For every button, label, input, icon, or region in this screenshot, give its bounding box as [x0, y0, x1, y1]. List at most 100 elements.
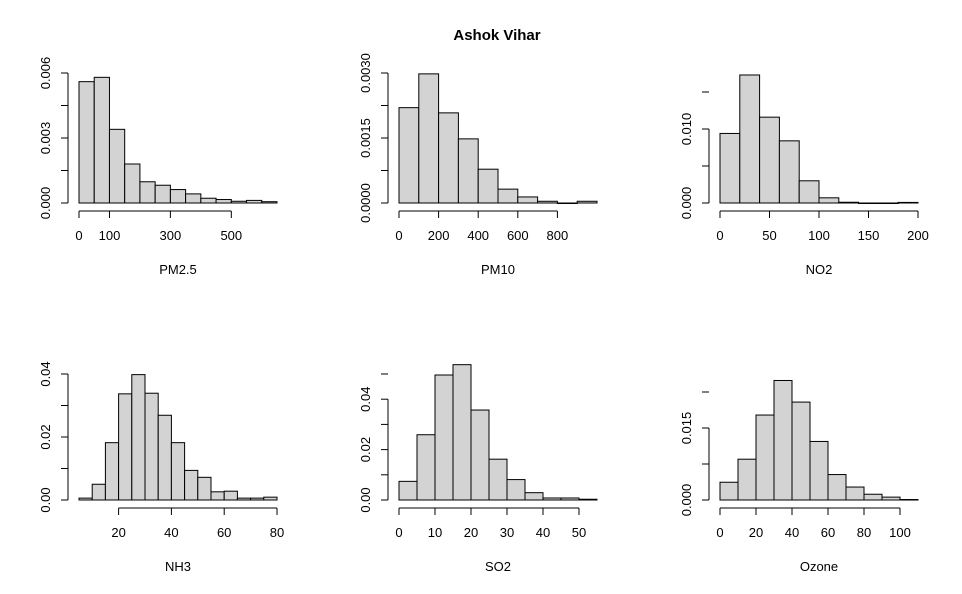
- x-tick-label: 50: [572, 525, 586, 540]
- histogram-bar: [250, 497, 265, 501]
- histogram-bar: [118, 393, 133, 501]
- histogram-bar: [261, 201, 278, 204]
- histogram-bar: [398, 107, 420, 204]
- histogram-bar: [877, 202, 899, 204]
- histogram-bar: [93, 76, 110, 204]
- histogram-bar: [845, 486, 865, 501]
- histogram-bar: [108, 128, 126, 204]
- histogram-bar: [104, 442, 120, 501]
- x-tick-label: 80: [270, 525, 284, 540]
- histogram-bar: [560, 497, 580, 501]
- histogram-bar: [719, 132, 741, 204]
- histogram-bar: [537, 200, 558, 204]
- y-tick-label: 0.010: [679, 113, 694, 146]
- histogram-bar: [477, 168, 499, 204]
- histogram-bar: [215, 199, 232, 204]
- histogram-bar: [223, 490, 238, 501]
- x-tick-label: 60: [217, 525, 231, 540]
- histogram-bar: [497, 188, 519, 204]
- histogram-panel-1: 0 200 400 600 800 0.0000 0.0015 0.0030 PM10: [358, 53, 598, 277]
- y-tick-label: 0.0015: [358, 118, 373, 158]
- x-tick-label: 60: [821, 525, 835, 540]
- histogram-bar: [184, 469, 199, 501]
- x-tick-label: 20: [749, 525, 763, 540]
- histogram-bar: [169, 189, 187, 204]
- histogram-bar: [144, 392, 159, 501]
- y-tick-label: 0.00: [358, 487, 373, 512]
- x-tick-label: 500: [220, 228, 242, 243]
- y-tick-label: 0.006: [38, 57, 53, 90]
- histogram-bar: [791, 401, 811, 501]
- histogram-bar: [488, 458, 508, 501]
- chart-main-title: Ashok Vihar: [453, 27, 541, 44]
- histogram-panel-0: 0 100 300 500 0.000 0.003 0.006 PM2.5: [38, 57, 278, 277]
- histogram-bar: [154, 184, 171, 204]
- histogram-bar: [457, 138, 479, 204]
- x-tick-label: 50: [762, 228, 776, 243]
- histogram-panel-4: 0 10 20 30 40 50 0.00 0.02 0.04 SO2: [358, 364, 598, 574]
- histogram-bar: [139, 181, 156, 204]
- histogram-bar: [157, 414, 172, 501]
- x-tick-label: 400: [467, 228, 489, 243]
- histogram-bar: [398, 480, 418, 501]
- x-axis-label: Ozone: [800, 559, 838, 574]
- y-tick-label: 0.02: [358, 437, 373, 462]
- x-tick-label: 100: [99, 228, 121, 243]
- histogram-bar: [576, 200, 598, 204]
- histogram-bar: [863, 493, 883, 501]
- histogram-bar: [124, 163, 141, 204]
- histogram-bar: [881, 496, 901, 501]
- histogram-panel-5: 0 20 40 60 80 100 0.000 0.015 Ozone: [679, 379, 919, 574]
- histogram-bar: [78, 81, 95, 204]
- histogram-bar: [778, 140, 800, 204]
- histogram-bar: [517, 196, 539, 204]
- x-tick-label: 600: [507, 228, 529, 243]
- histogram-bar: [506, 479, 526, 501]
- x-tick-label: 0: [75, 228, 82, 243]
- histogram-bar: [185, 193, 202, 204]
- x-tick-label: 300: [160, 228, 182, 243]
- histogram-bar: [416, 434, 436, 501]
- y-tick-label: 0.02: [38, 424, 53, 449]
- histogram-bar: [524, 492, 544, 501]
- x-tick-label: 0: [395, 228, 402, 243]
- histogram-bar: [827, 474, 847, 501]
- x-tick-label: 150: [858, 228, 880, 243]
- histogram-bar: [438, 112, 459, 204]
- histogram-bar: [759, 116, 780, 204]
- x-tick-label: 10: [428, 525, 442, 540]
- y-tick-label: 0.015: [679, 412, 694, 445]
- x-tick-label: 0: [395, 525, 402, 540]
- histogram-bar: [434, 374, 454, 501]
- histogram-bar: [200, 197, 217, 204]
- histogram-bar: [719, 481, 739, 501]
- x-tick-label: 40: [164, 525, 178, 540]
- histogram-bar: [263, 496, 278, 501]
- histogram-bar: [210, 491, 225, 501]
- histogram-bar: [578, 498, 598, 501]
- histogram-panel-3: 20 40 60 80 0.00 0.02 0.04 NH3: [38, 361, 284, 574]
- histogram-panel-2: 0 50 100 150 200 0.000 0.010 NO2: [679, 74, 929, 277]
- histogram-bar: [470, 409, 490, 501]
- x-tick-label: 0: [716, 228, 723, 243]
- x-tick-label: 80: [857, 525, 871, 540]
- y-tick-label: 0.04: [358, 387, 373, 412]
- histogram-bar: [236, 497, 252, 501]
- x-tick-label: 40: [785, 525, 799, 540]
- histogram-bar: [418, 73, 440, 204]
- histogram-bar: [838, 201, 860, 204]
- histogram-bar: [452, 364, 472, 501]
- histogram-bar: [131, 374, 146, 501]
- y-tick-label: 0.000: [38, 187, 53, 220]
- x-tick-label: 200: [428, 228, 450, 243]
- histogram-bar: [755, 414, 775, 501]
- histogram-bar: [773, 379, 793, 501]
- x-tick-label: 30: [500, 525, 514, 540]
- histogram-bar: [809, 440, 829, 501]
- x-tick-label: 100: [808, 228, 830, 243]
- x-axis-label: SO2: [485, 559, 511, 574]
- histogram-bar: [246, 199, 263, 204]
- x-axis-label: PM10: [481, 262, 515, 277]
- x-axis-label: NH3: [165, 559, 191, 574]
